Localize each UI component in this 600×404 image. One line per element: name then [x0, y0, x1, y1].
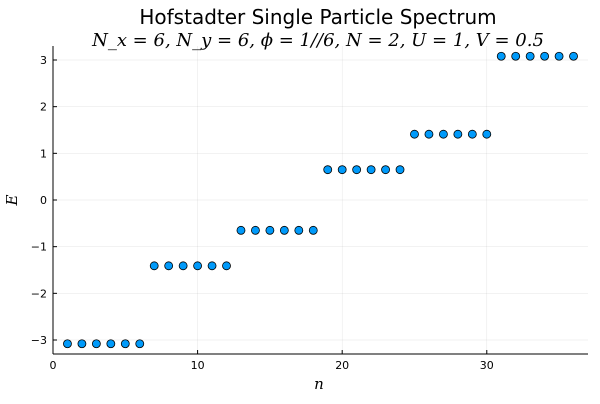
- data-point: [294, 225, 304, 235]
- data-point: [77, 339, 87, 349]
- y-tick-label: 0: [40, 194, 47, 207]
- data-points: [63, 51, 578, 349]
- data-point: [540, 51, 550, 61]
- data-point: [525, 51, 535, 61]
- data-point: [236, 225, 246, 235]
- x-tick-label: 0: [50, 359, 57, 372]
- x-tick-label: 30: [480, 359, 494, 372]
- x-axis-label: n: [314, 375, 324, 393]
- data-point: [467, 129, 477, 139]
- x-tick-label: 10: [191, 359, 205, 372]
- data-point: [381, 165, 390, 175]
- data-point: [569, 51, 578, 61]
- data-point: [395, 165, 405, 175]
- data-point: [193, 261, 202, 271]
- data-point: [135, 339, 145, 349]
- y-tick-label: −1: [31, 241, 47, 254]
- tick-labels: 0 10 20 30 −3 −2 −1 0 1 2 3: [31, 54, 494, 372]
- data-point: [424, 129, 434, 139]
- data-point: [149, 261, 159, 271]
- data-point: [337, 165, 347, 175]
- data-point: [222, 261, 231, 271]
- data-point: [251, 225, 260, 235]
- data-point: [120, 339, 130, 349]
- data-point: [308, 225, 318, 235]
- y-tick-label: 3: [40, 54, 47, 67]
- data-point: [511, 51, 521, 61]
- data-point: [352, 165, 362, 175]
- data-point: [63, 339, 72, 349]
- y-tick-label: −2: [31, 287, 47, 300]
- data-point: [366, 165, 376, 175]
- data-point: [164, 261, 174, 271]
- axes: [52, 46, 588, 355]
- y-tick-label: 2: [40, 101, 47, 114]
- y-tick-label: 1: [40, 147, 47, 160]
- chart-subtitle: N_x = 6, N_y = 6, ϕ = 1//6, N = 2, U = 1…: [91, 30, 544, 51]
- data-point: [482, 129, 492, 139]
- x-tick-label: 20: [335, 359, 349, 372]
- y-tick-label: −3: [31, 334, 47, 347]
- y-axis-label: E: [3, 194, 21, 206]
- data-point: [279, 225, 289, 235]
- data-point: [453, 129, 463, 139]
- data-point: [265, 225, 275, 235]
- data-point: [91, 339, 101, 349]
- data-point: [410, 129, 419, 139]
- data-point: [439, 129, 448, 139]
- data-point: [178, 261, 188, 271]
- data-point: [323, 165, 333, 175]
- grid-lines: [52, 46, 588, 354]
- data-point: [106, 339, 116, 349]
- data-point: [496, 51, 506, 61]
- data-point: [207, 261, 217, 271]
- data-point: [554, 51, 564, 61]
- chart-title: Hofstadter Single Particle Spectrum: [139, 5, 496, 29]
